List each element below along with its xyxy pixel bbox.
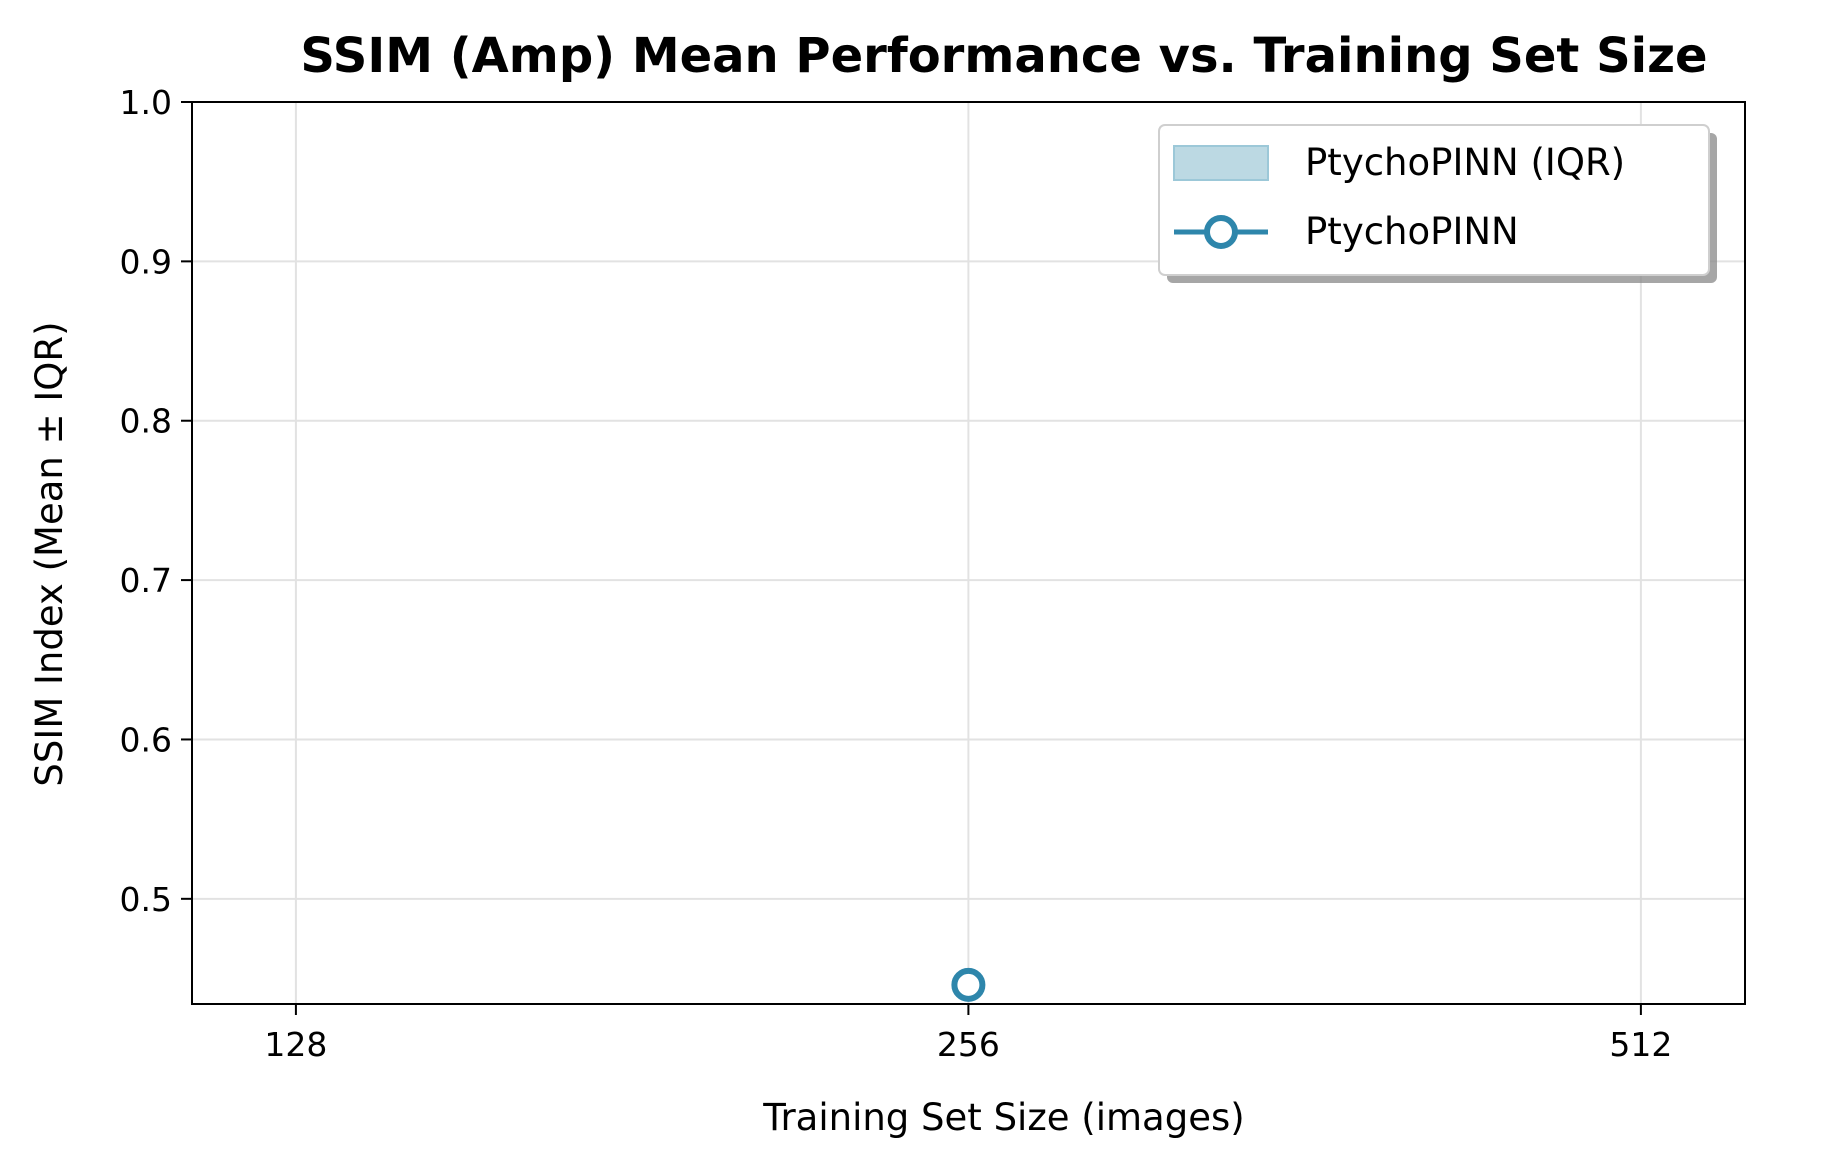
legend: PtychoPINN (IQR) PtychoPINN: [1158, 124, 1717, 283]
y-tick-label: 0.7: [120, 561, 172, 600]
legend-iqr-swatch: [1173, 145, 1269, 181]
x-axis-label: Training Set Size (images): [762, 1096, 1244, 1139]
legend-label-series: PtychoPINN: [1305, 210, 1519, 253]
legend-label-iqr: PtychoPINN (IQR): [1305, 141, 1625, 184]
y-axis-ticks: 0.5 0.6 0.7 0.8 0.9 1.0: [120, 83, 192, 919]
y-tick-label: 0.9: [120, 242, 172, 281]
x-tick-label: 128: [264, 1025, 327, 1064]
chart-title: SSIM (Amp) Mean Performance vs. Training…: [300, 28, 1707, 84]
y-tick-label: 0.6: [120, 720, 172, 759]
data-series: [951, 967, 986, 1002]
x-tick-label: 512: [1609, 1025, 1672, 1064]
x-tick-label: 256: [937, 1025, 1000, 1064]
y-axis-label: SSIM Index (Mean ± IQR): [28, 321, 71, 786]
data-point: [951, 967, 986, 1002]
x-axis-ticks: 128 256 512: [264, 1004, 1672, 1064]
legend-box: [1158, 124, 1710, 276]
y-tick-label: 0.8: [120, 402, 172, 441]
legend-marker-swatch: [1204, 215, 1238, 249]
y-tick-label: 0.5: [120, 880, 172, 919]
y-tick-label: 1.0: [120, 83, 172, 122]
